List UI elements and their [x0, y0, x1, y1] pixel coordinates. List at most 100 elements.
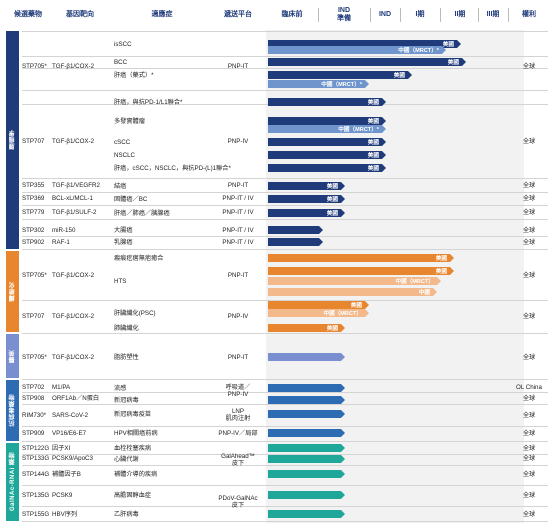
delivery-platform: PNP-IT — [227, 353, 249, 361]
section-label-text: 抗病毒藥物 — [10, 394, 16, 427]
drug-name: STP155G — [22, 510, 50, 518]
gene-target: PCSK9 — [52, 491, 73, 499]
indication: 高膽固醇血症 — [114, 491, 152, 499]
section-label: 抗病毒藥物 — [6, 380, 19, 441]
gene-target: TGF-β1/COX-2 — [52, 137, 95, 145]
gene-target: RAF-1 — [52, 239, 70, 246]
section-label: GalNAc-RNAi 藥物 — [6, 443, 19, 521]
delivery-platform: PNP-IV — [227, 137, 249, 145]
indication: 補體介導的疾病 — [114, 470, 158, 478]
phase-progress-bar: 美國 — [268, 324, 345, 332]
phase-progress-bar: 美國 — [268, 301, 369, 309]
indication: 肝癌／肺癌／胰腺癌 — [114, 209, 170, 217]
indication: HPV相關癌前病 — [114, 429, 158, 437]
drug-name: STP908 — [22, 395, 45, 402]
gene-target: SARS-CoV-2 — [52, 411, 89, 419]
drug-name: STP779 — [22, 209, 45, 216]
rights: 全球 — [522, 429, 536, 437]
row-divider — [22, 506, 548, 507]
row-divider — [22, 454, 548, 455]
row-divider — [22, 485, 548, 486]
delivery-platform: PNP-IT / IV — [222, 195, 254, 202]
delivery-platform: PNP-IT / IV — [222, 239, 254, 246]
phase-progress-bar: 美國 — [268, 40, 461, 48]
row-divider — [22, 465, 548, 466]
row-divider — [22, 333, 548, 334]
gene-target: TGF-β1/COX-2 — [52, 62, 95, 70]
delivery-platform: PNP-IV — [227, 312, 249, 320]
rights: 全球 — [522, 312, 536, 320]
phase-progress-bar — [268, 226, 323, 234]
gene-target: M1/PA — [52, 384, 71, 391]
row-divider — [22, 521, 548, 522]
drug-name: STP144G — [22, 471, 50, 478]
indication: 脂肪塑性 — [114, 353, 139, 361]
phase-progress-bar: 中國（MRCT）* — [268, 125, 386, 133]
header-target: 基因靶向 — [66, 11, 94, 18]
phase-progress-bar: 美國 — [268, 195, 345, 203]
phase-column-background — [266, 30, 524, 523]
drug-name: STP909 — [22, 429, 45, 437]
phase-progress-bar: 中國 — [268, 288, 437, 296]
rights: 全球 — [522, 209, 536, 216]
phase-progress-bar: 美國 — [268, 138, 386, 146]
indication: 新冠病毒 — [114, 396, 139, 404]
indication: 結癌 — [114, 182, 127, 190]
phase-progress-bar: 中國（MRCT）* — [268, 80, 369, 88]
header-platform: 遞送平台 — [224, 11, 252, 18]
rights: 全球 — [522, 62, 536, 70]
section-label-text: 醫美 — [10, 349, 16, 363]
section-label-text: 纖維化 — [10, 281, 16, 302]
rights: 全球 — [522, 411, 536, 419]
gene-target: 因子XI — [52, 444, 71, 452]
delivery-platform: PDoV-GalNAc 皮下 — [218, 495, 258, 509]
rights: 全球 — [522, 471, 536, 478]
phase-progress-bar: 美國 — [268, 267, 454, 275]
section-label: 腫瘤學 — [6, 31, 19, 249]
row-divider — [22, 249, 548, 250]
phase-progress-bar: 美國 — [268, 164, 386, 172]
gene-target: 補體因子B — [52, 471, 81, 478]
drug-name: STP122G — [22, 444, 50, 452]
indication: 多發實體瘤 — [114, 117, 145, 125]
phase-progress-bar: 美國 — [268, 209, 345, 217]
rights: 全球 — [522, 137, 536, 145]
indication: HTS — [114, 277, 127, 285]
indication: isSCC — [114, 40, 132, 48]
rights: 全球 — [522, 444, 536, 452]
table-header: 候選藥物 基因靶向 適應症 遞送平台 臨床前 IND 準備 IND I期 II期… — [0, 0, 550, 30]
drug-name: STP902 — [22, 239, 45, 246]
gene-target: PCSK9/ApoC3 — [52, 455, 93, 462]
drug-name: STP369 — [22, 195, 45, 202]
rights: 全球 — [522, 491, 536, 499]
row-divider — [22, 68, 548, 69]
drug-name: STP705* — [22, 271, 47, 279]
indication: 新冠病毒疫苗 — [114, 410, 152, 418]
phase-progress-bar: 美國 — [268, 117, 386, 125]
row-divider — [22, 379, 548, 380]
row-divider — [22, 192, 548, 193]
drug-name: RIM730* — [22, 411, 47, 419]
row-divider — [22, 404, 548, 405]
row-divider — [22, 426, 548, 427]
indication: 乙肝病毒 — [114, 510, 139, 518]
gene-target: BCL-xL/MCL-1 — [52, 195, 93, 202]
indication: 乳腺癌 — [114, 238, 133, 246]
section-label: 醫美 — [6, 334, 19, 378]
rights: 全球 — [522, 195, 536, 202]
gene-target: HBV序列 — [52, 510, 78, 518]
phase-progress-bar — [268, 455, 345, 463]
rights: OL China — [516, 384, 542, 391]
phase-progress-bar: 中國（MRCT）* — [268, 46, 446, 54]
phase-progress-bar — [268, 238, 323, 246]
indication: 肝癌，cSCC，NSCLC，與抗PD-(L)1聯合* — [114, 164, 231, 172]
drug-name: STP707 — [22, 137, 45, 145]
row-divider — [22, 205, 548, 206]
header-phase3: III期 — [486, 11, 500, 18]
indication: 大腸癌 — [114, 226, 133, 234]
indication: cSCC — [114, 138, 131, 146]
gene-target: TGF-β1/COX-2 — [52, 271, 95, 279]
delivery-platform: PNP-IT — [227, 271, 249, 279]
phase-progress-bar — [268, 491, 345, 499]
delivery-platform: PNP-IV／局部 — [218, 429, 258, 437]
